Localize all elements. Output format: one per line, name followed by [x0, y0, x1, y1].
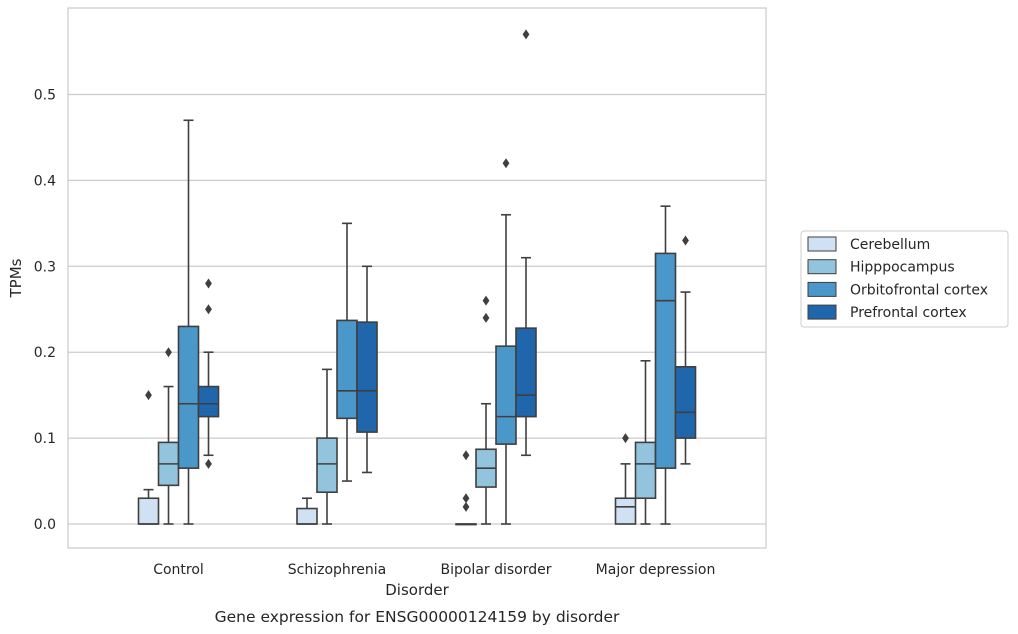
- category-group: [137, 119, 220, 525]
- outlier-point: [205, 304, 212, 315]
- x-tick-label: Schizophrenia: [288, 562, 386, 578]
- outlier-point: [145, 390, 152, 401]
- outlier-point: [205, 458, 212, 469]
- y-tick-label: 0.1: [34, 431, 56, 447]
- legend-swatch: [807, 259, 837, 275]
- y-tick-label: 0.2: [34, 345, 56, 361]
- box: [495, 158, 517, 525]
- box: [316, 368, 338, 525]
- outlier-point: [462, 493, 470, 504]
- box-body: [634, 441, 657, 500]
- legend-label: Hipppocampus: [850, 260, 955, 276]
- x-tick-label: Control: [153, 562, 204, 578]
- category-group: [296, 222, 378, 525]
- legend-label: Cerebellum: [850, 237, 930, 253]
- y-tick-label: 0.0: [34, 517, 56, 533]
- box: [614, 433, 637, 525]
- box-body: [137, 497, 160, 525]
- box: [137, 390, 160, 525]
- outlier-point: [165, 347, 172, 358]
- boxes: [137, 29, 697, 526]
- outlier-point: [502, 158, 510, 169]
- y-tick-label: 0.3: [34, 259, 56, 275]
- category-group: [614, 205, 697, 525]
- legend-item: Hipppocampus: [807, 259, 955, 276]
- outlier-point: [522, 29, 530, 40]
- box-body: [177, 325, 200, 469]
- box-body: [654, 252, 677, 469]
- box: [336, 222, 358, 482]
- y-tick-labels: 0.0 0.1 0.2 0.3 0.4 0.5: [34, 88, 56, 534]
- outlier-point: [482, 312, 490, 323]
- x-tick-label: Bipolar disorder: [440, 562, 551, 578]
- box: [455, 450, 477, 526]
- box-body: [674, 366, 697, 439]
- plot-frame: [67, 7, 767, 549]
- legend-item: Orbitofrontal cortex: [807, 281, 988, 298]
- outlier-point: [462, 450, 470, 461]
- outlier-point: [462, 501, 470, 512]
- box: [634, 359, 657, 525]
- x-tick-label: Major depression: [596, 562, 716, 578]
- box-body: [316, 437, 338, 494]
- box: [475, 295, 497, 525]
- outlier-point: [622, 433, 629, 444]
- outlier-point: [682, 235, 689, 246]
- legend-item: Prefrontal cortex: [807, 304, 967, 321]
- box: [157, 347, 180, 525]
- box-body: [614, 497, 637, 525]
- box-body: [515, 327, 537, 418]
- legend-frame: [800, 230, 1009, 328]
- box-body: [296, 507, 318, 525]
- legend-item: Cerebellum: [807, 236, 930, 253]
- x-axis-label: Disorder: [385, 581, 449, 599]
- box-body: [336, 319, 358, 420]
- box: [515, 29, 537, 457]
- box: [654, 205, 677, 525]
- outlier-point: [482, 295, 490, 306]
- box: [197, 278, 220, 469]
- box: [296, 497, 318, 525]
- y-axis-label: TPMs: [7, 258, 25, 298]
- box: [356, 265, 378, 474]
- box-body: [495, 345, 517, 445]
- y-tick-label: 0.5: [34, 88, 56, 104]
- legend-swatch: [807, 236, 837, 252]
- y-tick-label: 0.4: [34, 173, 56, 189]
- x-tick-labels: Control Schizophrenia Bipolar disorder Majo…: [153, 562, 715, 578]
- category-group: [455, 29, 537, 526]
- legend-label: Prefrontal cortex: [850, 305, 967, 321]
- outlier-point: [205, 278, 212, 289]
- box-body: [356, 321, 378, 433]
- legend: Cerebellum Hipppocampus Orbitofrontal cort…: [800, 230, 1009, 328]
- box: [674, 235, 697, 465]
- box-body: [197, 385, 220, 418]
- legend-swatch: [807, 281, 837, 297]
- legend-swatch: [807, 304, 837, 320]
- chart-caption: Gene expression for ENSG00000124159 by d…: [215, 608, 620, 626]
- legend-label: Orbitofrontal cortex: [850, 282, 988, 298]
